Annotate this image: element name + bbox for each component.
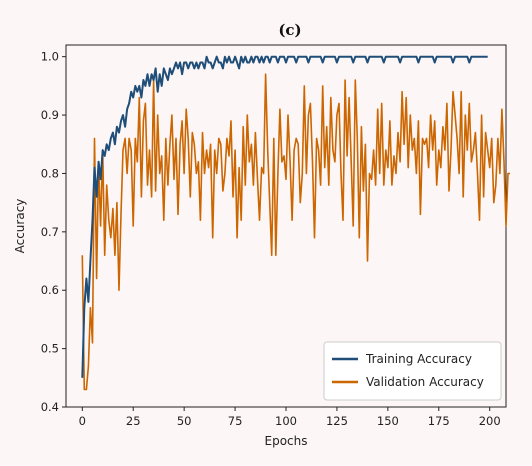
legend-label: Training Accuracy <box>365 352 472 366</box>
x-tick-label: 200 <box>479 414 501 428</box>
x-tick-label: 75 <box>228 414 243 428</box>
x-tick-label: 100 <box>275 414 297 428</box>
y-tick-label: 0.7 <box>41 225 59 239</box>
x-tick-label: 150 <box>377 414 399 428</box>
y-axis: 0.4 0.5 0.6 0.7 0.8 0.9 1.0 <box>41 50 66 414</box>
x-tick-label: 0 <box>79 414 86 428</box>
x-tick-label: 125 <box>326 414 348 428</box>
legend-box <box>323 341 502 401</box>
legend: Training Accuracy Validation Accuracy <box>323 341 502 401</box>
x-axis-label: Epochs <box>265 434 308 448</box>
y-tick-label: 1.0 <box>41 50 59 64</box>
y-tick-label: 0.9 <box>41 108 59 122</box>
series-lines <box>81 55 511 391</box>
x-tick-label: 175 <box>428 414 450 428</box>
chart-title: (c) <box>278 21 301 39</box>
x-axis: 0 25 50 75 100 125 150 175 200 <box>79 407 501 428</box>
series-line-training-accuracy <box>81 55 488 378</box>
legend-label: Validation Accuracy <box>366 375 484 389</box>
plot-area: 0 25 50 75 100 125 150 175 200 0.40.50.60.70.80.… <box>41 44 511 428</box>
y-tick-label: 0.5 <box>41 342 59 356</box>
x-tick-label: 25 <box>126 414 141 428</box>
y-tick-label: 0.8 <box>41 166 59 180</box>
y-axis-label: Accuracy <box>13 199 27 254</box>
x-tick-label: 50 <box>177 414 192 428</box>
y-tick-label: 0.6 <box>41 283 59 297</box>
y-tick-label: 0.4 <box>41 400 59 414</box>
